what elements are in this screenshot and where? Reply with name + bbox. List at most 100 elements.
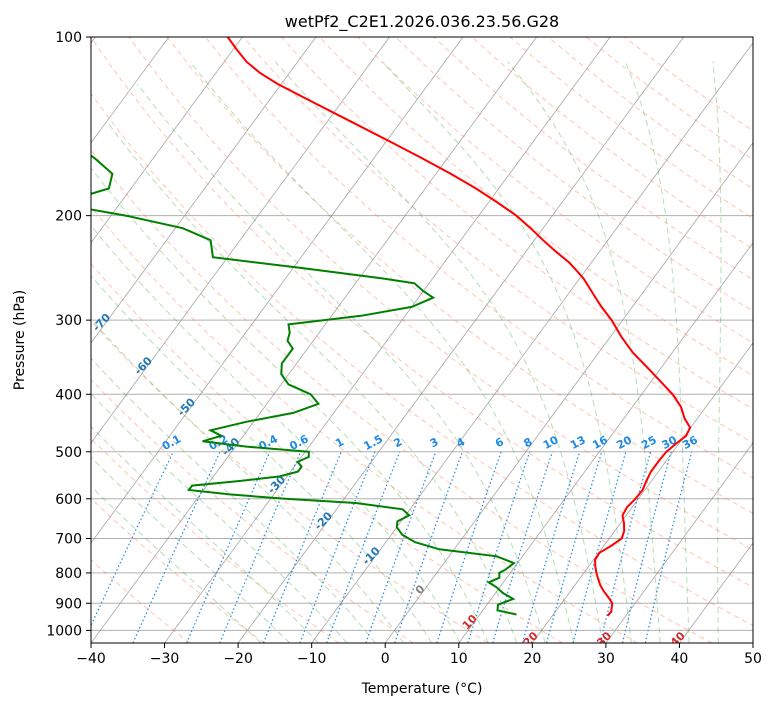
temperature-profile-line [226, 37, 692, 617]
y-tick-label: 200 [55, 209, 82, 225]
isotherm-line [164, 37, 611, 643]
dry-adiabat-line [204, 37, 753, 479]
isotherm-label: 20 [521, 629, 541, 649]
isotherm-line [91, 37, 243, 244]
mixing-ratio-line [326, 451, 401, 643]
mixing-ratio-line [186, 451, 271, 643]
isotherm-lines [91, 37, 753, 643]
mixing-ratio-label: 3 [428, 435, 441, 450]
x-tick-label: 10 [450, 651, 468, 667]
moist-adiabat-line [712, 61, 722, 643]
moist-adiabat-line [189, 61, 575, 643]
y-axis-ticks: 1000 900 800 700 600 500 400 300 200 100 [46, 30, 91, 639]
plot-area: -100-90-80-70-60-50-40-30-20-10010203040… [12, 37, 753, 649]
isotherm-line [605, 442, 753, 643]
mixing-ratio-line [394, 451, 463, 643]
moist-adiabat-line [91, 393, 348, 643]
isotherm-label: 30 [594, 629, 614, 649]
x-tick-label: 20 [523, 651, 541, 667]
moist-adiabat-line [624, 61, 690, 643]
dry-adiabat-line [91, 92, 753, 627]
isotherm-line [91, 37, 390, 444]
isotherm-label: -10 [360, 544, 383, 568]
mixing-ratio-label: 36 [680, 433, 700, 452]
dry-adiabat-line [91, 320, 489, 643]
mixing-ratio-line [299, 451, 376, 643]
mixing-ratio-label: 1.5 [362, 432, 385, 453]
isotherm-line [311, 42, 753, 643]
sounding-series [91, 37, 692, 617]
mixing-ratio-line [91, 451, 174, 627]
dry-adiabat-line [91, 378, 414, 643]
dry-adiabat-line [91, 149, 713, 643]
isotherm-label: 40 [668, 629, 688, 649]
moist-adiabat-line [91, 425, 319, 643]
dry-adiabat-line [166, 37, 753, 515]
moist-adiabat-line [91, 485, 262, 643]
dry-adiabat-line [91, 497, 265, 643]
isotherm-label: -90 [12, 217, 35, 241]
mixing-ratio-label: 10 [541, 433, 561, 452]
mixing-ratio-line [521, 451, 581, 643]
mixing-ratio-line [132, 451, 221, 643]
x-tick-label: −20 [223, 651, 253, 667]
isotherm-line [458, 242, 753, 643]
chart-title: wetPf2_C2E1.2026.036.23.56.G28 [285, 12, 559, 32]
mixing-ratio-label: 30 [660, 433, 680, 452]
isotherm-line [91, 37, 464, 544]
moist-adiabat-line [91, 167, 489, 643]
isotherm-line [91, 37, 170, 144]
mixing-ratio-label: 2 [392, 435, 405, 450]
dry-adiabat-line [91, 37, 753, 588]
isotherm-label: -70 [90, 311, 113, 335]
dry-adiabat-line [433, 37, 753, 281]
mixing-ratio-label: 13 [568, 433, 588, 452]
isotherm-line [237, 37, 685, 643]
x-tick-label: 50 [744, 651, 762, 667]
x-tick-label: 40 [671, 651, 689, 667]
isotherm-label: -50 [175, 395, 198, 419]
dry-adiabat-line [547, 37, 753, 190]
x-axis-ticks: −40 −30 −20 −10 0 10 20 30 40 50 [76, 643, 762, 667]
moist-adiabat-line [108, 123, 518, 643]
dry-adiabat-line [91, 559, 191, 643]
mixing-ratio-label: 16 [590, 433, 610, 452]
mixing-ratio-label: 20 [614, 433, 634, 452]
y-tick-label: 1000 [46, 623, 82, 639]
mixing-ratio-line [622, 451, 672, 643]
isotherm-label: -80 [50, 265, 73, 289]
y-tick-label: 300 [55, 313, 82, 329]
isotherm-line [752, 642, 753, 643]
dry-adiabat-line [128, 37, 753, 551]
x-tick-label: 30 [597, 651, 615, 667]
isotherm-line [384, 142, 753, 643]
mixing-ratio-labels: 0.1 0.2 0.4 0.6 1 1.5 2 3 4 6 8 10 13 16 20 25 30 36 [160, 432, 700, 453]
mixing-ratio-label: 0.1 [160, 432, 183, 453]
x-axis-label: Temperature (°C) [361, 681, 483, 697]
mixing-ratio-label: 1 [333, 435, 346, 450]
isotherm-line [532, 342, 753, 643]
moist-adiabat-line [381, 61, 632, 643]
isotherm-label: -60 [132, 354, 155, 378]
y-tick-label: 100 [55, 30, 82, 46]
y-axis-label: Pressure (hPa) [12, 290, 28, 390]
y-tick-label: 700 [55, 532, 82, 548]
mixing-ratio-line [572, 451, 627, 643]
mixing-ratio-line [219, 451, 302, 643]
mixing-ratio-label: 25 [639, 433, 659, 452]
dry-adiabat-line [281, 37, 753, 410]
pressure-gridlines [91, 37, 753, 631]
mixing-ratio-line [644, 451, 693, 643]
mixing-ratio-line [492, 451, 553, 643]
moist-adiabat-lines [91, 61, 722, 643]
moist-adiabat-line [507, 61, 661, 643]
dry-adiabat-line [91, 206, 638, 643]
dry-adiabat-line [91, 262, 563, 643]
mixing-ratio-label: 6 [493, 435, 506, 450]
y-tick-label: 400 [55, 387, 82, 403]
plot-frame [90, 36, 754, 644]
isotherm-line [91, 37, 537, 643]
x-tick-label: −40 [76, 651, 106, 667]
isotherm-label: 0 [413, 582, 428, 597]
